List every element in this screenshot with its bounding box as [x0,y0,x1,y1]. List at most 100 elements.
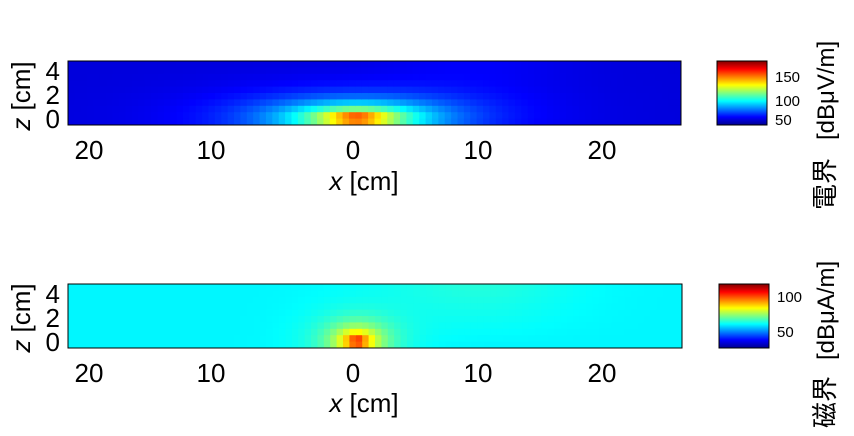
electric-field-cell [297,118,305,125]
electric-field-cell [125,73,133,81]
electric-field-cell [234,105,242,113]
magnetic-field-cell [470,316,478,323]
magnetic-field-cell [643,296,651,304]
electric-field-cell [527,67,535,75]
electric-field-cell [112,93,120,100]
magnetic-field-cell [336,296,344,304]
electric-field-cell [317,118,325,125]
electric-field-cell [202,118,210,125]
electric-field-cell [597,99,605,107]
magnetic-field-cell [483,322,491,330]
electric-field-cell [387,99,395,107]
electric-field-cell [483,99,491,107]
electric-field-cell [655,118,663,125]
magnetic-field-cell [259,309,267,317]
electric-field-cell [431,105,439,113]
magnetic-field-cell [586,322,594,330]
electric-field-cell [221,112,229,120]
magnetic-field-cell [176,303,184,311]
electric-field-cell [106,67,114,75]
magnetic-field-panel: 4 2 0 z [cm] 20 10 0 10 20 x [cm] 100 50… [6,261,841,428]
electric-field-cell [87,86,95,94]
electric-field-cell [259,112,267,120]
electric-field-cell [489,67,497,75]
electric-field-heatmap [68,61,681,125]
magnetic-field-cell [419,341,427,348]
magnetic-field-cell [643,290,651,298]
electric-field-cell [489,61,497,68]
magnetic-field-cell [285,341,293,348]
electric-field-cell [80,67,88,75]
electric-field-cell [400,118,408,125]
electric-field-cell [265,80,273,88]
electric-field-cell [297,61,305,68]
electric-field-cell [348,105,356,113]
electric-field-cell [265,67,273,75]
electric-field-cell [597,112,605,120]
electric-field-cell [227,99,235,107]
magnetic-field-cell [496,322,504,330]
magnetic-field-cell [522,296,530,304]
magnetic-field-cell [515,296,523,304]
electric-field-cell [457,80,465,88]
electric-field-cell [457,112,465,120]
magnetic-field-cell [272,322,280,330]
magnetic-field-cell [611,335,619,343]
magnetic-field-cell [183,284,191,291]
magnetic-field-cell [317,316,325,323]
electric-field-cell [393,112,401,120]
electric-field-cell [329,61,337,68]
electric-field-cell [406,80,414,88]
magnetic-field-cell [138,335,146,343]
magnetic-field-cell [189,290,197,298]
magnetic-field-cell [112,296,120,304]
electric-field-cell [668,67,676,75]
magnetic-field-cell [247,335,255,343]
electric-field-cell [393,93,401,100]
electric-field-cell [463,118,471,125]
electric-field-cell [623,86,631,94]
magnetic-field-cell [336,322,344,330]
electric-field-cell [566,118,574,125]
magnetic-field-cell [502,284,510,291]
magnetic-field-cell [496,296,504,304]
electric-field-cell [106,99,114,107]
electric-field-cell [374,73,382,81]
magnetic-field-cell [144,296,152,304]
magnetic-field-cell [605,335,613,343]
magnetic-field-cell [605,316,613,323]
magnetic-field-cell [189,341,197,348]
electric-field-cell [342,61,350,68]
magnetic-field-cell [240,328,248,336]
electric-field-cbar-unit: [dBμV/m] [813,41,840,140]
magnetic-field-cell [170,309,178,317]
electric-field-cell [655,80,663,88]
magnetic-field-cell [208,303,216,311]
electric-field-cell [476,67,484,75]
electric-field-cell [559,67,567,75]
electric-field-cell [304,112,312,120]
electric-field-cell [157,86,165,94]
magnetic-field-cell [176,322,184,330]
magnetic-field-cell [624,341,632,348]
electric-field-cell [68,73,75,81]
magnetic-field-cell [611,290,619,298]
electric-field-cell [591,99,599,107]
electric-field-cell [329,112,337,120]
magnetic-field-cell [304,284,312,291]
magnetic-field-cell [285,335,293,343]
electric-field-cell [112,112,120,120]
magnetic-field-cell [554,303,562,311]
magnetic-field-cell [202,303,210,311]
electric-field-cell [521,67,529,75]
magnetic-field-cell [400,296,408,304]
magnetic-field-cell [106,284,114,291]
electric-field-cell [246,112,254,120]
magnetic-field-cell [560,303,568,311]
magnetic-field-colorbar [718,283,770,349]
magnetic-field-cell [573,284,581,291]
electric-field-cell [131,73,139,81]
magnetic-field-cell [157,328,165,336]
magnetic-field-cell [643,316,651,323]
electric-field-cell [668,93,676,100]
